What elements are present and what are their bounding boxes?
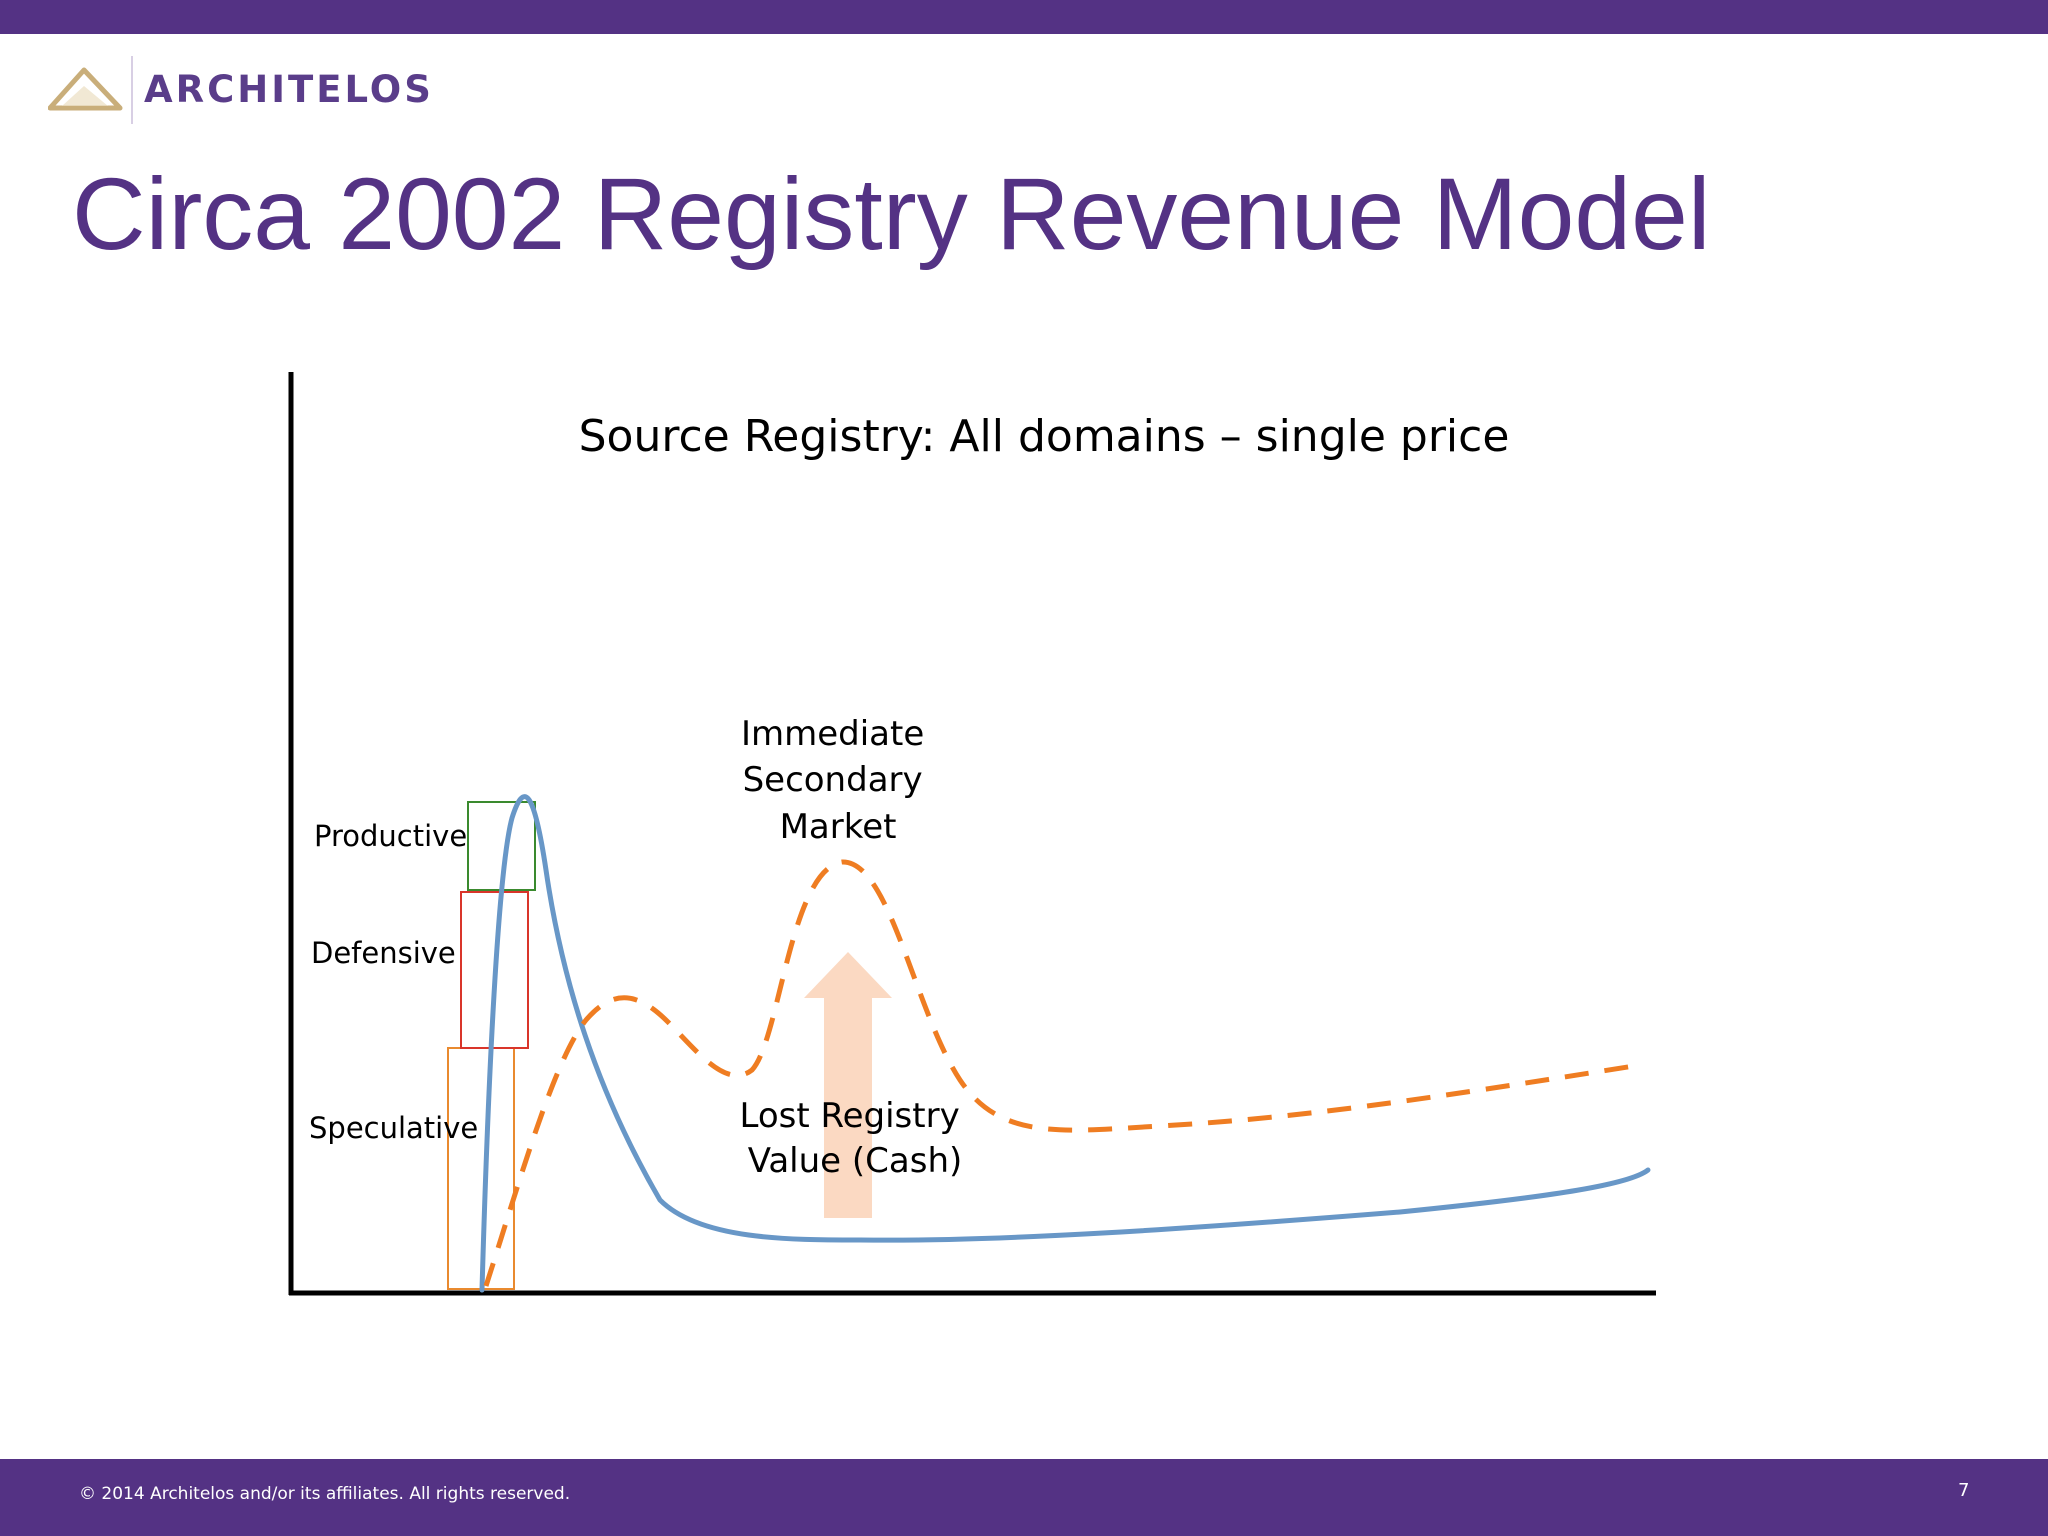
immediate-secondary-market-label: Immediate Secondary Market — [741, 714, 935, 847]
defensive-box — [460, 891, 529, 1049]
copyright-notice: © 2014 Architelos and/or its affiliates.… — [79, 1484, 571, 1504]
architelos-logo — [48, 56, 133, 124]
diagram-heading: Source Registry: All domains – single pr… — [579, 411, 1510, 462]
defensive-label: Defensive — [311, 936, 456, 970]
peak-label-line-3: Market — [780, 807, 897, 847]
peak-label-line-1: Immediate — [741, 714, 924, 754]
arrow-label-line-1: Lost Registry — [740, 1096, 960, 1136]
secondary-market-curve — [483, 859, 1635, 1287]
primary-demand-curve — [479, 794, 1651, 1293]
speculative-label: Speculative — [309, 1111, 478, 1145]
brand-name: ARCHITELOS — [144, 68, 434, 111]
arrow-label-line-2: Value (Cash) — [748, 1141, 963, 1181]
lost-registry-value-label: Lost Registry Value (Cash) — [740, 1096, 971, 1181]
page-title: Circa 2002 Registry Revenue Model — [72, 157, 1711, 271]
peak-label-line-2: Secondary — [743, 760, 923, 800]
page-number: 7 — [1958, 1480, 1970, 1501]
top-accent-bar — [0, 0, 2048, 34]
triangle-logo-icon — [48, 67, 123, 111]
lost-value-arrow — [804, 952, 892, 1218]
footer-bar — [0, 1459, 2048, 1536]
productive-label: Productive — [314, 819, 467, 853]
